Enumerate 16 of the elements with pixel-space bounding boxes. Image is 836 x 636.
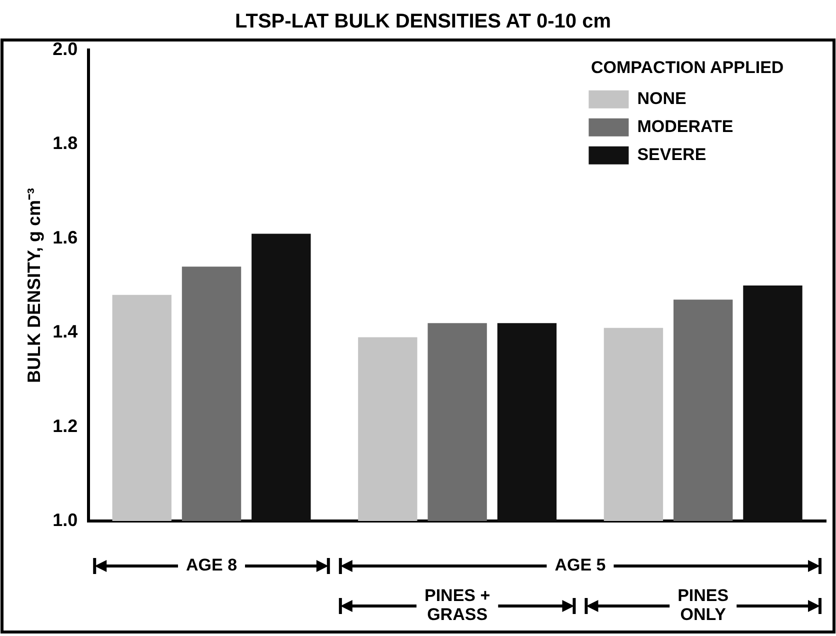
y-axis-title: BULK DENSITY, g cm⁻³: [24, 188, 44, 384]
chart-title: LTSP-LAT BULK DENSITIES AT 0-10 cm: [235, 10, 611, 33]
x-tick-label: PINES + GRASS: [424, 586, 490, 624]
x-tick-label: AGE 8: [186, 556, 238, 575]
legend-title: COMPACTION APPLIED: [591, 58, 784, 78]
y-tick-label: 1.2: [52, 416, 78, 436]
x-tick-label: PINES ONLY: [678, 586, 729, 624]
y-tick-label: 1.8: [52, 133, 78, 154]
legend-label: MODERATE: [637, 117, 734, 136]
y-tick-label: 1.4: [52, 322, 78, 342]
legend-label: SEVERE: [637, 145, 706, 164]
y-tick-label: 1.6: [52, 227, 78, 248]
y-tick-label: 1.0: [52, 510, 78, 530]
y-tick-label: 2.0: [52, 38, 78, 59]
legend-label: NONE: [637, 89, 686, 108]
text: AGE 5: [554, 556, 606, 575]
